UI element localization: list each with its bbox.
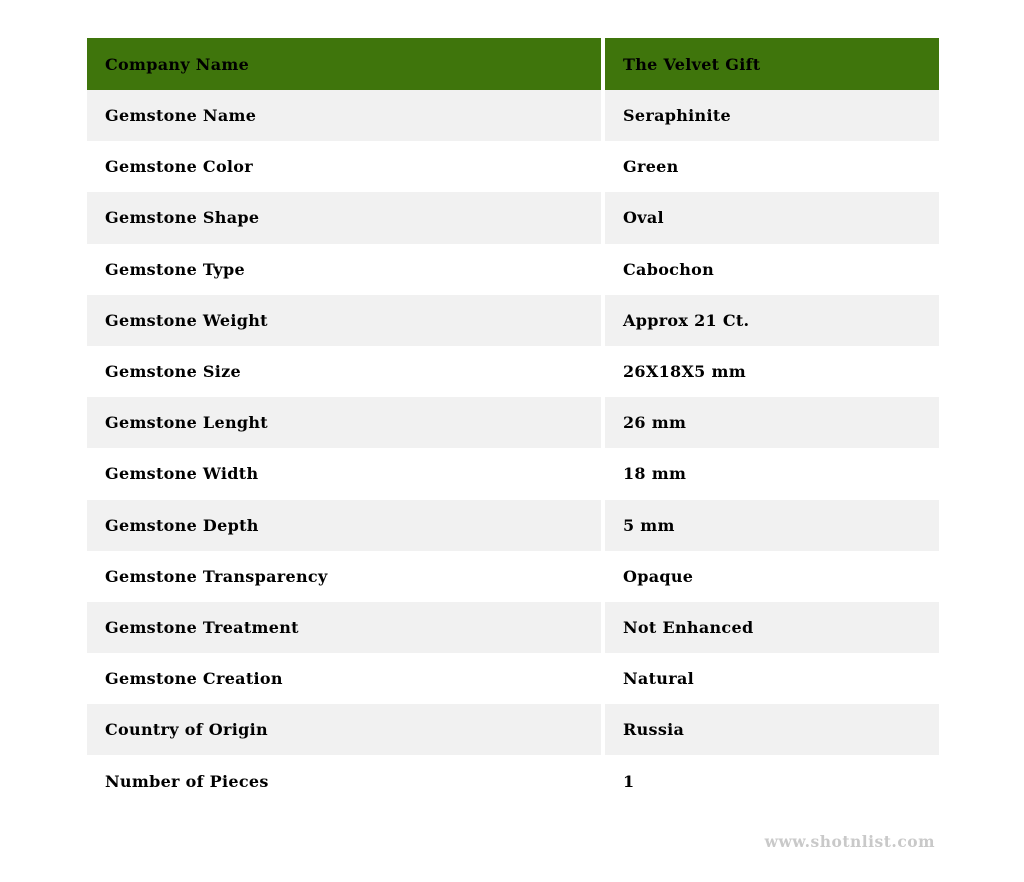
row-label: Gemstone Transparency — [87, 550, 601, 602]
row-value: Oval — [605, 192, 939, 244]
row-value: Green — [605, 141, 939, 193]
header-label-cell: Company Name — [87, 38, 601, 90]
gemstone-spec-table: Company Name The Velvet Gift Gemstone Na… — [87, 38, 939, 807]
row-label: Gemstone Width — [87, 448, 601, 500]
row-label: Gemstone Creation — [87, 653, 601, 705]
row-value: 18 mm — [605, 448, 939, 500]
row-label: Gemstone Depth — [87, 499, 601, 551]
table-row: Gemstone Width 18 mm — [87, 448, 939, 500]
table-row: Number of Pieces 1 — [87, 755, 939, 807]
table-row: Gemstone Size 26X18X5 mm — [87, 345, 939, 398]
row-value: Cabochon — [605, 243, 939, 295]
table-row: Gemstone Weight Approx 21 Ct. — [87, 294, 939, 346]
table-body: Gemstone Name Seraphinite Gemstone Color Gr… — [87, 90, 939, 807]
table-row: Gemstone Creation Natural — [87, 653, 939, 705]
row-value: Seraphinite — [605, 90, 939, 142]
row-label: Gemstone Treatment — [87, 601, 601, 654]
table-header-row: Company Name The Velvet Gift — [87, 38, 939, 90]
table-row: Gemstone Type Cabochon — [87, 243, 939, 295]
row-label: Gemstone Color — [87, 141, 601, 193]
row-value: 1 — [605, 755, 939, 807]
header-value-cell: The Velvet Gift — [605, 38, 939, 90]
row-label: Gemstone Weight — [87, 294, 601, 346]
table-row: Gemstone Treatment Not Enhanced — [87, 601, 939, 654]
watermark-text: www.shotnlist.com — [764, 832, 935, 851]
table-row: Gemstone Name Seraphinite — [87, 90, 939, 142]
table-row: Gemstone Lenght 26 mm — [87, 397, 939, 449]
row-value: 26 mm — [605, 397, 939, 449]
row-value: Approx 21 Ct. — [605, 294, 939, 346]
row-label: Gemstone Size — [87, 345, 601, 398]
row-label: Country of Origin — [87, 704, 601, 756]
row-value: Opaque — [605, 550, 939, 602]
row-label: Gemstone Name — [87, 90, 601, 142]
table-row: Gemstone Depth 5 mm — [87, 499, 939, 551]
row-label: Gemstone Type — [87, 243, 601, 295]
table-row: Gemstone Color Green — [87, 141, 939, 193]
row-value: 26X18X5 mm — [605, 345, 939, 398]
row-value: Not Enhanced — [605, 601, 939, 654]
row-label: Gemstone Shape — [87, 192, 601, 244]
table-row: Country of Origin Russia — [87, 704, 939, 756]
row-label: Gemstone Lenght — [87, 397, 601, 449]
row-value: 5 mm — [605, 499, 939, 551]
table-row: Gemstone Transparency Opaque — [87, 550, 939, 602]
table-row: Gemstone Shape Oval — [87, 192, 939, 244]
row-label: Number of Pieces — [87, 755, 601, 807]
row-value: Natural — [605, 653, 939, 705]
row-value: Russia — [605, 704, 939, 756]
